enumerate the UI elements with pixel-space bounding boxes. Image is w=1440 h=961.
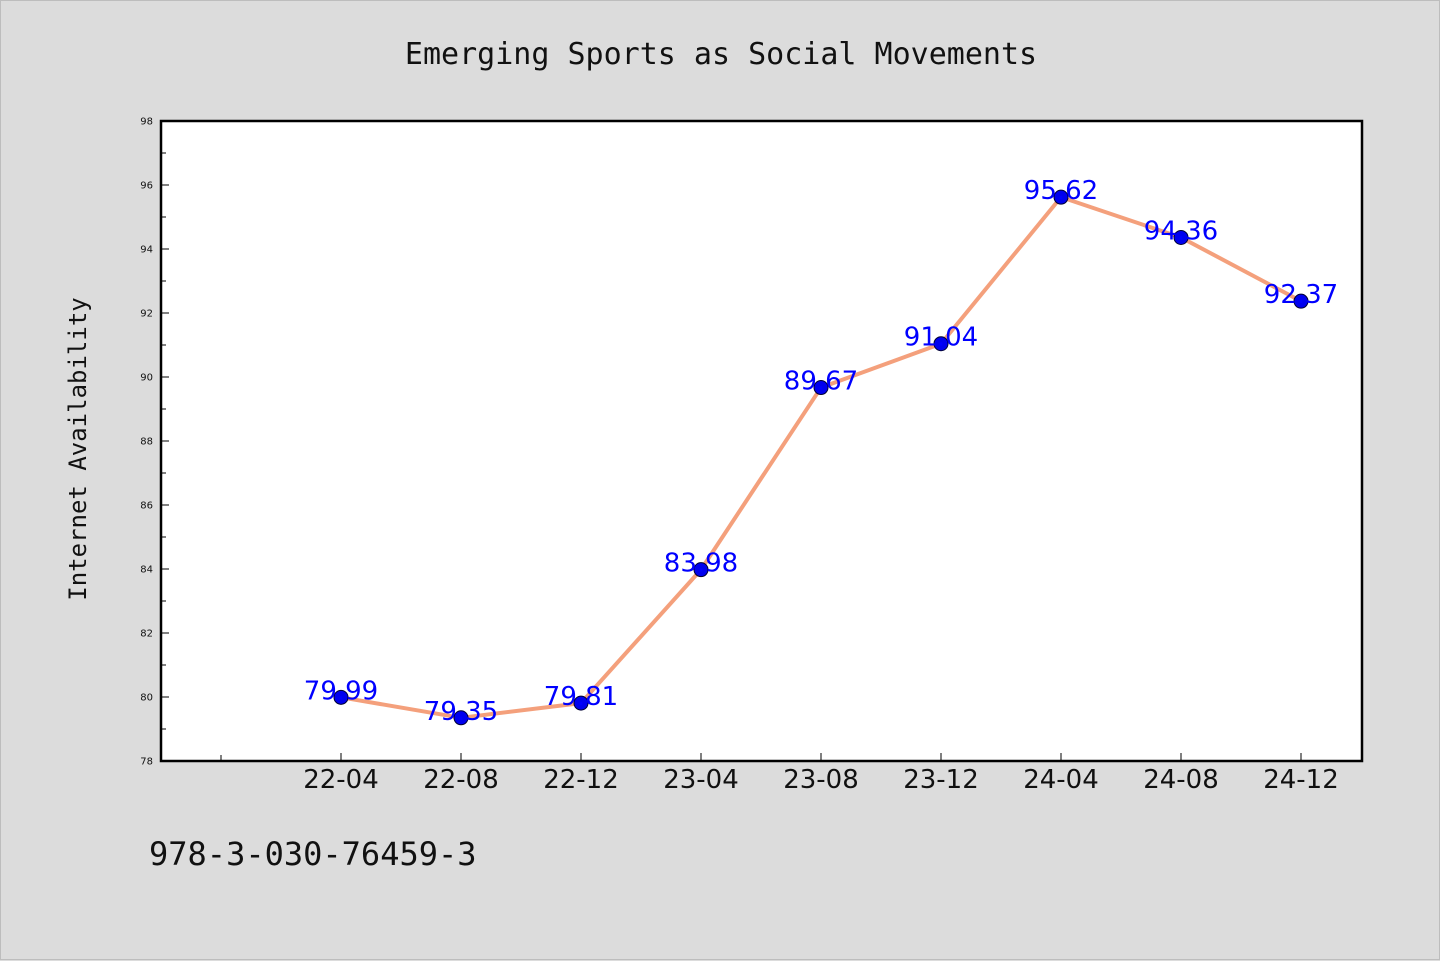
data-label: 94.36 bbox=[1144, 216, 1218, 246]
x-tick-label: 22-04 bbox=[303, 765, 379, 795]
data-point-marker bbox=[573, 695, 589, 711]
data-point-marker bbox=[1293, 293, 1309, 309]
data-label: 79.99 bbox=[304, 676, 378, 706]
data-label: 92.37 bbox=[1264, 280, 1338, 310]
data-point-marker bbox=[333, 689, 349, 705]
y-tick-label: 78 bbox=[140, 757, 153, 768]
chart-title: Emerging Sports as Social Movements bbox=[405, 37, 1037, 72]
data-point-marker bbox=[453, 710, 469, 726]
data-label: 91.04 bbox=[904, 323, 978, 353]
y-tick-label: 96 bbox=[140, 181, 153, 192]
x-tick-label: 23-04 bbox=[663, 765, 739, 795]
y-tick-label: 86 bbox=[140, 501, 153, 512]
series-line-group bbox=[333, 189, 1309, 726]
isbn-footer: 978-3-030-76459-3 bbox=[149, 835, 477, 873]
plot-area bbox=[159, 119, 1364, 763]
data-label: 83.98 bbox=[664, 549, 738, 579]
y-tick-label: 98 bbox=[140, 117, 153, 128]
x-tick-label: 22-08 bbox=[423, 765, 499, 795]
x-tick-label: 22-12 bbox=[543, 765, 619, 795]
y-axis: 78 80 82 84 86 88 90 92 94 96 98 bbox=[140, 117, 169, 768]
data-point-marker bbox=[1053, 189, 1069, 205]
data-labels-group: 79.99 79.35 79.81 83.98 89.67 91.04 95.62 94.36… bbox=[304, 176, 1338, 727]
y-tick-label: 94 bbox=[140, 245, 153, 256]
data-point-marker bbox=[1173, 229, 1189, 245]
data-point-marker bbox=[813, 380, 829, 396]
x-axis: 22-04 22-08 22-12 23-04 23-08 23-12 24-04 24-08… bbox=[220, 753, 1339, 795]
x-tick-label: 24-04 bbox=[1023, 765, 1099, 795]
y-tick-label: 80 bbox=[140, 693, 153, 704]
data-label: 95.62 bbox=[1024, 176, 1098, 206]
x-tick-label: 24-08 bbox=[1143, 765, 1219, 795]
y-tick-label: 88 bbox=[140, 437, 153, 448]
data-point-marker bbox=[933, 336, 949, 352]
x-tick-label: 23-08 bbox=[783, 765, 859, 795]
y-tick-label: 90 bbox=[140, 373, 153, 384]
data-label: 79.81 bbox=[544, 682, 618, 712]
y-axis-label: Internet Availability bbox=[64, 297, 92, 600]
y-tick-label: 82 bbox=[140, 629, 153, 640]
data-point-marker bbox=[693, 562, 709, 578]
data-label: 79.35 bbox=[424, 697, 498, 727]
x-tick-label: 23-12 bbox=[903, 765, 979, 795]
y-tick-label: 84 bbox=[140, 565, 153, 576]
data-label: 89.67 bbox=[784, 367, 858, 397]
y-tick-label: 92 bbox=[140, 309, 153, 320]
x-tick-label: 24-12 bbox=[1263, 765, 1339, 795]
